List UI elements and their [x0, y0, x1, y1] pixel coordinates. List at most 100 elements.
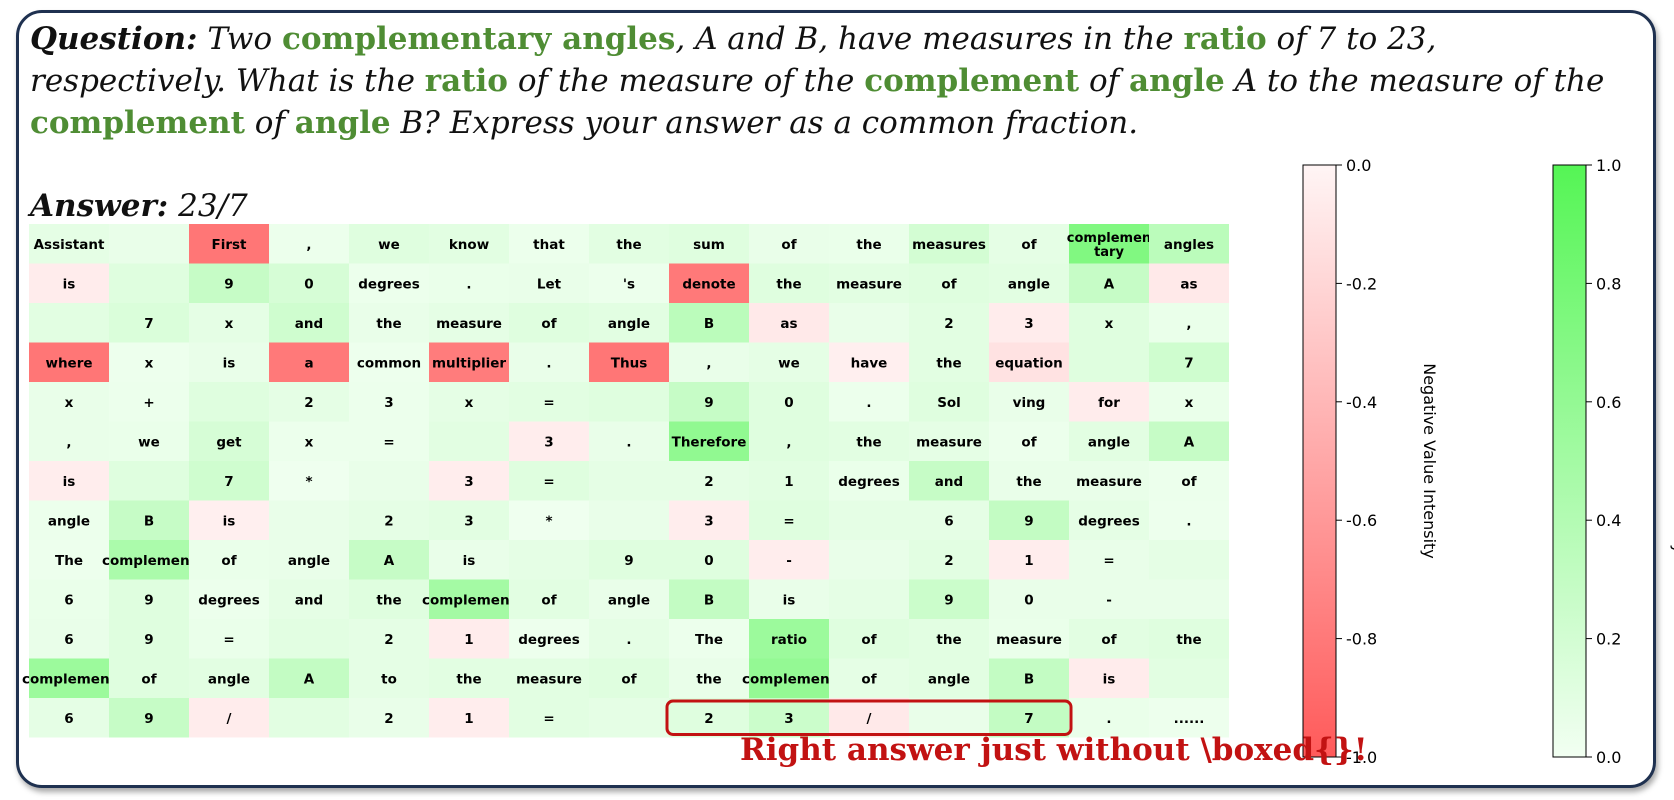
- colorbar-tick-label: -1.0: [1346, 748, 1377, 767]
- cell-token: measure: [836, 276, 902, 292]
- heatmap-cell: .: [1149, 500, 1229, 540]
- cell-fill: [989, 342, 1069, 382]
- cell-token: of: [1181, 474, 1196, 490]
- cell-fill: [349, 698, 429, 738]
- cell-fill: [1149, 461, 1229, 501]
- heatmap-cell: angle: [589, 303, 669, 343]
- cell-token: and: [295, 316, 323, 332]
- heatmap-cell: angle: [989, 263, 1069, 303]
- cell-fill: [429, 303, 509, 343]
- cell-fill: [509, 382, 589, 422]
- cell-token: 0: [704, 553, 713, 569]
- cell-fill: [909, 461, 989, 501]
- cell-token: 7: [1024, 711, 1033, 727]
- heatmap-cell: x: [269, 421, 349, 461]
- heatmap-cell: angle: [29, 500, 109, 540]
- heatmap-cell: is: [749, 579, 829, 619]
- colorbar-negative: 0.0 -0.2 -0.4 -0.6 -0.8 -1.0 Negative Value In…: [1302, 156, 1439, 767]
- cell-token: A: [1184, 434, 1195, 450]
- cell-token: .: [626, 434, 631, 450]
- heatmap-cell: ,: [669, 342, 749, 382]
- heatmap-cell: x: [29, 382, 109, 422]
- cell-fill: [829, 263, 909, 303]
- cell-fill: [349, 342, 429, 382]
- cell-fill: [189, 619, 269, 659]
- cell-fill: [429, 382, 509, 422]
- colorbar-tick-label: 0.0: [1596, 748, 1621, 767]
- cell-fill: [1149, 500, 1229, 540]
- heatmap-cell: First: [189, 224, 269, 264]
- colorbar-tick-label: -0.2: [1346, 274, 1377, 293]
- cell-token: B: [704, 592, 714, 608]
- heatmap-cell: a: [269, 342, 349, 382]
- cell-token: 6: [64, 632, 73, 648]
- heatmap-cell: angle: [1069, 421, 1149, 461]
- heatmap-cell: angle: [269, 540, 349, 580]
- cell-token: degrees: [358, 276, 420, 292]
- cell-fill: [109, 224, 189, 264]
- heatmap-cell: =: [509, 461, 589, 501]
- cell-token: angle: [1088, 434, 1130, 450]
- cell-token: the: [376, 316, 401, 332]
- heatmap-cell: the: [1149, 619, 1229, 659]
- heatmap-cell: .: [1069, 698, 1149, 738]
- cell-token: measures: [912, 237, 986, 253]
- cell-fill: [589, 461, 669, 501]
- heatmap-cell: 3: [349, 382, 429, 422]
- heatmap-cell: Assistant: [29, 224, 109, 264]
- cell-token: x: [145, 355, 154, 371]
- cell-token: 6: [64, 711, 73, 727]
- heatmap-cell: is: [29, 461, 109, 501]
- heatmap-cell: Sol: [909, 382, 989, 422]
- cell-token: angle: [1008, 276, 1050, 292]
- cell-token: multiplier: [432, 355, 506, 371]
- heatmap-cell: B: [669, 303, 749, 343]
- heatmap-cell: 0: [269, 263, 349, 303]
- cell-fill: [29, 619, 109, 659]
- cell-token: 9: [1024, 513, 1033, 529]
- cell-token: 's: [623, 276, 635, 292]
- cell-fill: [29, 224, 109, 264]
- cell-fill: [749, 619, 829, 659]
- cell-fill: [669, 579, 749, 619]
- cell-fill: [349, 540, 429, 580]
- cell-token: the: [696, 671, 721, 687]
- heatmap-cell: complement: [102, 540, 197, 580]
- cell-token: is: [63, 474, 76, 490]
- cell-token: ratio: [771, 632, 807, 648]
- cell-fill: [589, 421, 669, 461]
- cell-token: of: [781, 237, 796, 253]
- cell-fill: [909, 303, 989, 343]
- cell-fill: [29, 303, 109, 343]
- question-keyword: ratio: [424, 63, 508, 99]
- cell-fill: [269, 619, 349, 659]
- cell-token: B: [144, 513, 154, 529]
- cell-token: complement: [102, 553, 197, 569]
- cell-fill: [429, 658, 509, 698]
- colorbar-tick-label: 1.0: [1596, 156, 1621, 175]
- cell-token: 9: [144, 632, 153, 648]
- heatmap-cell: degrees: [349, 263, 429, 303]
- cell-token: the: [856, 237, 881, 253]
- cell-token: x: [1105, 316, 1114, 332]
- cell-token: angle: [48, 513, 90, 529]
- cell-fill: [989, 382, 1069, 422]
- cell-fill: [349, 619, 429, 659]
- cell-fill: [829, 382, 909, 422]
- question-segment: A to the measure of the: [1224, 63, 1605, 99]
- cell-token: 2: [384, 513, 393, 529]
- annotation-note: Right answer just without \boxed{}!: [740, 732, 1368, 768]
- cell-fill: [989, 461, 1069, 501]
- cell-token: 3: [384, 395, 393, 411]
- cell-token: -: [786, 553, 792, 569]
- cell-token: 2: [304, 395, 313, 411]
- cell-token: A: [1104, 276, 1115, 292]
- cell-token: angle: [208, 671, 250, 687]
- cell-token: ,: [66, 434, 71, 450]
- cell-fill: [829, 461, 909, 501]
- cell-token: x: [65, 395, 74, 411]
- cell-token: =: [783, 513, 794, 529]
- question-segment: of: [244, 105, 295, 141]
- cell-fill: [29, 461, 109, 501]
